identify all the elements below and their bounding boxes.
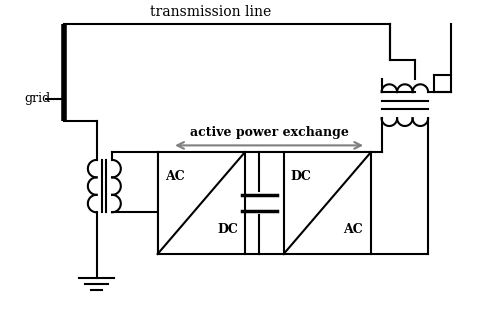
Text: transmission line: transmission line: [150, 5, 271, 19]
Bar: [284, 152, 371, 254]
Bar: [157, 152, 245, 254]
Text: AC: AC: [343, 223, 363, 236]
Text: AC: AC: [165, 170, 185, 183]
Text: DC: DC: [291, 170, 312, 183]
Text: active power exchange: active power exchange: [190, 126, 349, 139]
Text: DC: DC: [217, 223, 238, 236]
Text: grid: grid: [25, 92, 51, 105]
